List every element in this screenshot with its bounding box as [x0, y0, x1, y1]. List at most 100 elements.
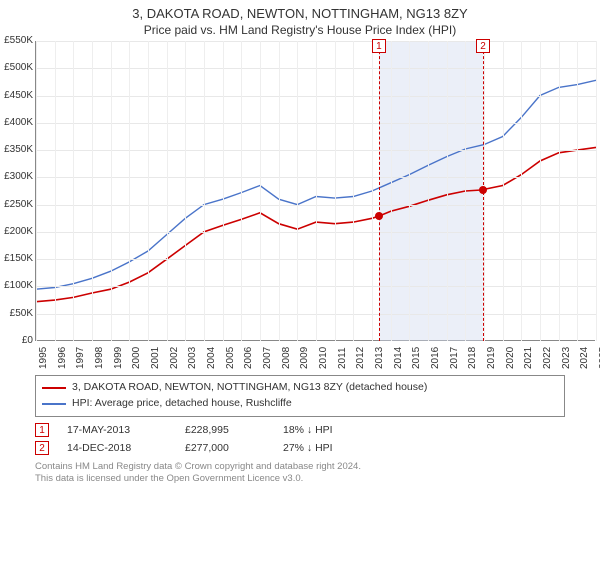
gridline-v: [36, 41, 37, 341]
gridline-v: [297, 41, 298, 341]
x-tick-label: 2022: [542, 347, 553, 369]
gridline-v: [111, 41, 112, 341]
gridline-v: [372, 41, 373, 341]
gridline-v: [92, 41, 93, 341]
x-tick-label: 2009: [299, 347, 310, 369]
x-tick-label: 2017: [449, 347, 460, 369]
sale-pct-vs-hpi: 27% ↓ HPI: [283, 442, 383, 454]
plot-area: 12: [35, 41, 595, 341]
y-tick-label: £250K: [4, 199, 33, 210]
x-tick-label: 2014: [393, 347, 404, 369]
sale-index-badge: 2: [35, 441, 49, 455]
gridline-v: [316, 41, 317, 341]
gridline-v: [577, 41, 578, 341]
sale-point-icon: [375, 212, 383, 220]
gridline-v: [596, 41, 597, 341]
gridline-v: [353, 41, 354, 341]
gridline-v: [204, 41, 205, 341]
legend-swatch: [42, 387, 66, 389]
x-tick-label: 2012: [355, 347, 366, 369]
table-row: 1 17-MAY-2013 £228,995 18% ↓ HPI: [35, 421, 565, 439]
x-axis: 1995 1996 1997 1998 1999 2000 2001 2002 2003 2004…: [35, 343, 595, 373]
x-tick-label: 2005: [225, 347, 236, 369]
chart-subtitle: Price paid vs. HM Land Registry's House …: [0, 23, 600, 37]
sale-marker-badge: 1: [372, 39, 386, 53]
y-axis: £0£50K£100K£150K£200K£250K£300K£350K£400…: [0, 41, 35, 341]
gridline-v: [241, 41, 242, 341]
gridline-v: [223, 41, 224, 341]
gridline-v: [73, 41, 74, 341]
gridline-v: [335, 41, 336, 341]
footer-attribution: Contains HM Land Registry data © Crown c…: [35, 461, 565, 486]
sale-marker-badge: 2: [476, 39, 490, 53]
x-tick-label: 2000: [131, 347, 142, 369]
chart-area: £0£50K£100K£150K£200K£250K£300K£350K£400…: [35, 41, 595, 371]
gridline-v: [185, 41, 186, 341]
gridline-v: [129, 41, 130, 341]
legend-swatch: [42, 403, 66, 405]
gridline-v: [521, 41, 522, 341]
sale-price: £277,000: [185, 442, 265, 454]
sale-date: 17-MAY-2013: [67, 424, 167, 436]
table-row: 2 14-DEC-2018 £277,000 27% ↓ HPI: [35, 439, 565, 457]
sale-price: £228,995: [185, 424, 265, 436]
x-tick-label: 2013: [374, 347, 385, 369]
gridline-v: [148, 41, 149, 341]
gridline-v: [260, 41, 261, 341]
x-tick-label: 1999: [113, 347, 124, 369]
legend-label: HPI: Average price, detached house, Rush…: [72, 396, 292, 412]
x-tick-label: 2006: [243, 347, 254, 369]
sale-pct-vs-hpi: 18% ↓ HPI: [283, 424, 383, 436]
x-tick-label: 2024: [579, 347, 590, 369]
gridline-v: [465, 41, 466, 341]
legend-item-property: 3, DAKOTA ROAD, NEWTON, NOTTINGHAM, NG13…: [42, 380, 558, 396]
gridline-v: [503, 41, 504, 341]
x-tick-label: 2002: [169, 347, 180, 369]
sale-index-badge: 1: [35, 423, 49, 437]
legend-item-hpi: HPI: Average price, detached house, Rush…: [42, 396, 558, 412]
x-tick-label: 1998: [94, 347, 105, 369]
gridline-v: [559, 41, 560, 341]
gridline-v: [55, 41, 56, 341]
x-tick-label: 2011: [337, 347, 348, 369]
y-tick-label: £300K: [4, 171, 33, 182]
x-tick-label: 2003: [187, 347, 198, 369]
x-tick-label: 1997: [75, 347, 86, 369]
x-tick-label: 1996: [57, 347, 68, 369]
sale-point-icon: [479, 186, 487, 194]
x-tick-label: 2008: [281, 347, 292, 369]
y-tick-label: £350K: [4, 144, 33, 155]
y-tick-label: £200K: [4, 226, 33, 237]
x-tick-label: 2016: [430, 347, 441, 369]
gridline-v: [428, 41, 429, 341]
y-tick-label: £0: [22, 335, 33, 346]
footer-line: Contains HM Land Registry data © Crown c…: [35, 461, 565, 473]
sale-date: 14-DEC-2018: [67, 442, 167, 454]
sales-table: 1 17-MAY-2013 £228,995 18% ↓ HPI 2 14-DE…: [35, 421, 565, 457]
x-tick-label: 2018: [467, 347, 478, 369]
y-tick-label: £450K: [4, 90, 33, 101]
chart-title: 3, DAKOTA ROAD, NEWTON, NOTTINGHAM, NG13…: [0, 6, 600, 21]
gridline-v: [540, 41, 541, 341]
x-tick-label: 2023: [561, 347, 572, 369]
x-tick-label: 2001: [150, 347, 161, 369]
y-tick-label: £100K: [4, 280, 33, 291]
x-tick-label: 2007: [262, 347, 273, 369]
y-tick-label: £400K: [4, 117, 33, 128]
gridline-v: [391, 41, 392, 341]
y-tick-label: £50K: [10, 308, 33, 319]
legend-label: 3, DAKOTA ROAD, NEWTON, NOTTINGHAM, NG13…: [72, 380, 427, 396]
gridline-v: [279, 41, 280, 341]
gridline-v: [167, 41, 168, 341]
sale-marker-line: [379, 41, 380, 341]
y-tick-label: £150K: [4, 253, 33, 264]
x-tick-label: 2020: [505, 347, 516, 369]
x-tick-label: 1995: [38, 347, 49, 369]
gridline-v: [409, 41, 410, 341]
y-tick-label: £550K: [4, 35, 33, 46]
x-tick-label: 2010: [318, 347, 329, 369]
x-tick-label: 2015: [411, 347, 422, 369]
x-tick-label: 2019: [486, 347, 497, 369]
x-tick-label: 2004: [206, 347, 217, 369]
legend: 3, DAKOTA ROAD, NEWTON, NOTTINGHAM, NG13…: [35, 375, 565, 417]
